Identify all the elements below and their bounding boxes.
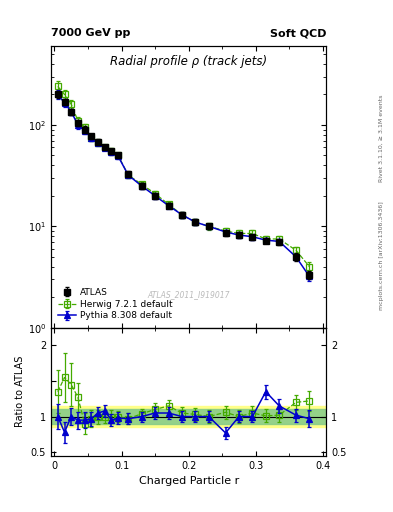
Text: mcplots.cern.ch [arXiv:1306.3436]: mcplots.cern.ch [arXiv:1306.3436]: [379, 202, 384, 310]
Legend: ATLAS, Herwig 7.2.1 default, Pythia 8.308 default: ATLAS, Herwig 7.2.1 default, Pythia 8.30…: [55, 285, 175, 323]
X-axis label: Charged Particle r: Charged Particle r: [138, 476, 239, 486]
Text: 7000 GeV pp: 7000 GeV pp: [51, 28, 130, 38]
Text: Rivet 3.1.10, ≥ 3.1M events: Rivet 3.1.10, ≥ 3.1M events: [379, 95, 384, 182]
Y-axis label: Ratio to ATLAS: Ratio to ATLAS: [15, 356, 25, 428]
Text: Soft QCD: Soft QCD: [270, 28, 326, 38]
Text: Radial profile ρ (track jets): Radial profile ρ (track jets): [110, 55, 267, 68]
Text: ATLAS_2011_I919017: ATLAS_2011_I919017: [147, 290, 230, 300]
